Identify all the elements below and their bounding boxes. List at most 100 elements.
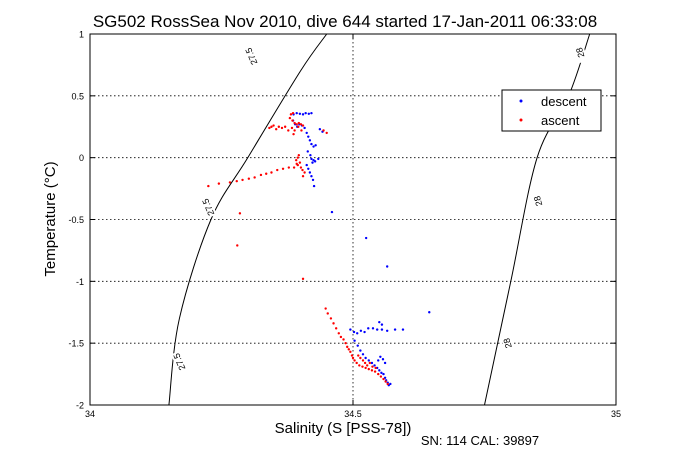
ascent-point [207,184,210,188]
descent-point [313,160,317,163]
descent-point [310,111,313,115]
descent-point [383,361,387,365]
ascent-point [384,380,387,383]
ascent-point [349,350,352,354]
y-tick-label: -1 [76,277,84,287]
ascent-point [283,125,287,128]
descent-point [352,330,356,334]
descent-point [377,359,380,362]
descent-point [428,311,431,314]
descent-point [318,128,322,131]
descent-point [311,178,315,182]
isopycnal-line [168,33,328,406]
ascent-point [367,367,370,371]
y-tick-label: -1.5 [68,339,84,349]
ascent-point [322,129,325,132]
descent-point [353,339,356,342]
descent-point [317,157,320,161]
ascent-point [265,172,268,175]
descent-point [359,329,363,332]
y-tick-label: 0.5 [71,91,84,101]
isopycnal-label-bg [170,350,188,373]
ascent-point [351,356,355,360]
ascent-point [303,171,306,174]
ascent-point [355,361,358,365]
ascent-point [325,131,328,135]
ascent-point [366,364,369,367]
ascent-point [293,121,296,125]
ascent-point [276,168,279,172]
isopycnal-label-bg [572,41,588,64]
descent-point [309,153,312,157]
y-tick-label: 0 [79,153,84,163]
series-ascent [207,111,389,386]
ascent-point [297,153,301,157]
descent-point [301,113,305,116]
descent-point [378,369,381,372]
descent-point [393,328,397,331]
ascent-point [358,364,361,367]
ascent-point [296,156,299,159]
legend: descent ascent [501,89,602,132]
ascent-point [337,332,340,335]
descent-point [298,112,302,115]
descent-point [380,323,384,326]
ascent-point [326,312,329,315]
descent-point [308,171,312,174]
descent-point [385,265,389,268]
descent-point [307,112,311,115]
isopycnal-label-bg [242,45,260,68]
descent-point [356,332,359,335]
ascent-point [364,366,367,370]
legend-marker-ascent [519,118,523,122]
descent-point [380,328,384,331]
ascent-point [236,244,239,247]
ascent-point [298,161,302,164]
ascent-point [357,354,360,357]
ascent-point [287,166,291,169]
descent-point [401,328,405,331]
isopycnal-label-bg [530,189,546,212]
ascent-point [361,359,365,362]
descent-point [306,150,309,153]
ascent-point [299,166,303,169]
ascent-point [277,125,281,128]
ascent-point [370,369,374,372]
ascent-point [382,377,385,381]
ascent-point [301,124,305,127]
ascent-point [301,277,305,281]
descent-point [307,167,310,170]
descent-point [307,135,310,138]
ascent-point [272,124,275,127]
x-tick-label: 34.5 [344,409,362,419]
descent-point [305,131,308,135]
descent-point [359,349,362,352]
ascent-point [293,129,296,132]
ascent-point [301,175,305,178]
ascent-point [292,132,295,136]
ascent-point [297,125,300,128]
descent-point [371,327,375,330]
descent-point [361,353,365,356]
descent-point [379,355,382,358]
isopycnal-label-bg [199,195,217,219]
ascent-point [228,181,232,184]
isopycnal-label: 28 [574,46,586,58]
ascent-point [377,372,380,376]
ascent-point [353,359,356,362]
descent-point [378,320,381,324]
descent-point [367,359,370,362]
ascent-point [280,126,284,130]
descent-point [364,356,367,360]
ascent-point [386,382,389,386]
isopycnal-line [484,33,591,406]
descent-point [380,371,383,375]
axis-ticks: 34 34.5 35 1 0.5 0 -0.5 -1 -1.5 -2 [68,30,621,420]
y-axis-label: Temperature (°C) [42,161,59,276]
ascent-point [301,168,304,172]
descent-point [381,358,385,361]
y-tick-label: 1 [79,30,84,40]
ascent-point [294,158,298,162]
